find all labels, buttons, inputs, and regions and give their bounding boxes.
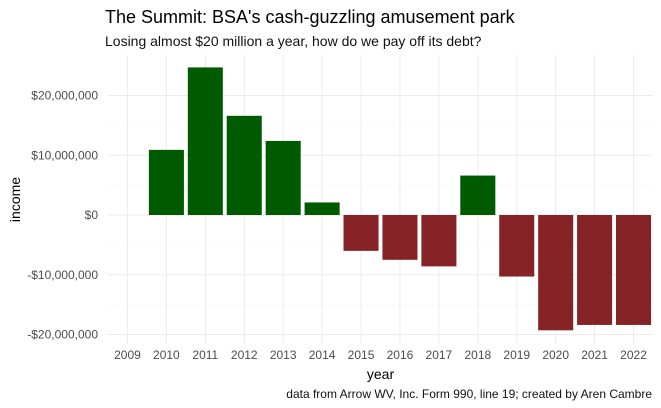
y-tick-label: -$10,000,000 xyxy=(27,268,98,282)
chart-caption: data from Arrow WV, Inc. Form 990, line … xyxy=(286,387,652,401)
x-tick-label: 2022 xyxy=(620,348,647,362)
bar-2012 xyxy=(226,115,262,215)
x-tick-label: 2018 xyxy=(464,348,491,362)
y-tick-label: $10,000,000 xyxy=(31,148,98,162)
bar-2016 xyxy=(382,215,418,260)
x-tick-label: 2013 xyxy=(270,348,297,362)
y-axis-title: income xyxy=(7,177,23,222)
y-tick-label: $20,000,000 xyxy=(31,89,98,103)
bar-2011 xyxy=(187,67,223,215)
x-tick-label: 2021 xyxy=(581,348,608,362)
x-tick-label: 2011 xyxy=(192,348,218,362)
bar-2018 xyxy=(460,175,496,215)
x-tick-label: 2009 xyxy=(114,348,141,362)
bar-2013 xyxy=(265,140,301,215)
x-tick-label: 2015 xyxy=(348,348,375,362)
bar-2019 xyxy=(499,215,535,277)
x-tick-label: 2017 xyxy=(426,348,453,362)
bar-2021 xyxy=(577,215,613,325)
x-tick-label: 2014 xyxy=(309,348,336,362)
x-tick-label: 2012 xyxy=(231,348,258,362)
y-tick-label: $0 xyxy=(85,208,99,222)
bar-2010 xyxy=(148,149,184,215)
bar-2020 xyxy=(538,215,574,331)
x-tick-label: 2019 xyxy=(503,348,530,362)
x-tick-label: 2020 xyxy=(542,348,569,362)
chart-title: The Summit: BSA's cash-guzzling amusemen… xyxy=(105,7,515,27)
bar-2017 xyxy=(421,215,457,267)
bar-2022 xyxy=(616,215,652,325)
x-axis-title: year xyxy=(367,366,395,382)
bar-2015 xyxy=(343,215,379,251)
x-tick-label: 2010 xyxy=(153,348,180,362)
y-tick-label: -$20,000,000 xyxy=(27,328,98,342)
chart-subtitle: Losing almost $20 million a year, how do… xyxy=(105,33,482,49)
x-tick-label: 2016 xyxy=(387,348,414,362)
bar-2014 xyxy=(304,202,340,215)
